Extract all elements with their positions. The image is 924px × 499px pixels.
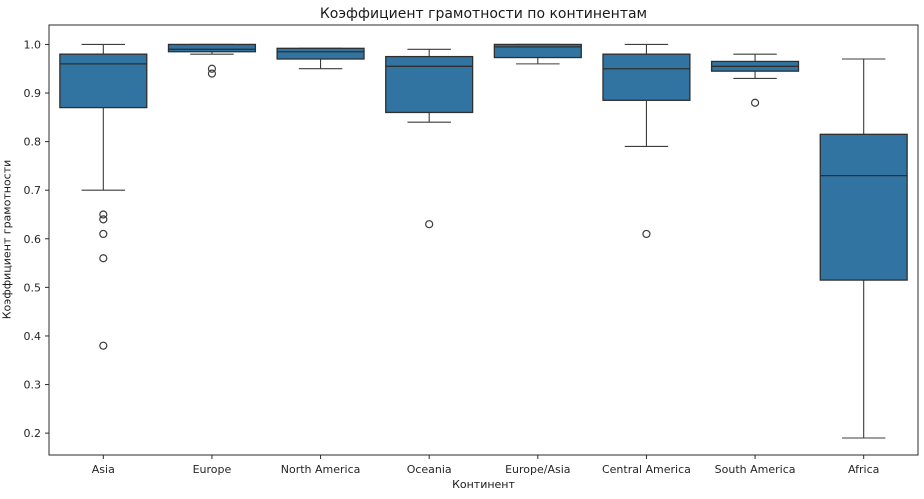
box-group-europe: Europe xyxy=(167,43,257,476)
plot-area xyxy=(48,24,919,456)
outlier-point xyxy=(207,64,217,73)
x-tick-label: Oceania xyxy=(407,463,452,476)
iqr-box xyxy=(602,53,691,101)
x-axis-label: Континент xyxy=(452,478,515,491)
box-group-central-america: Central America xyxy=(602,43,691,476)
y-tick-label: 0.8 xyxy=(24,136,42,149)
box-group-oceania: Oceania xyxy=(385,48,474,476)
outlier-point xyxy=(99,210,108,219)
outlier-point xyxy=(207,69,217,78)
x-tick-label: Europe xyxy=(193,463,232,476)
y-tick-label: 0.7 xyxy=(24,184,42,197)
x-tick-label: Europe/Asia xyxy=(505,463,570,476)
x-tick-label: Asia xyxy=(92,463,115,476)
iqr-box xyxy=(385,55,474,114)
chart-title: Коэффициент грамотности по континентам xyxy=(319,6,648,22)
iqr-box xyxy=(276,47,365,60)
y-tick-label: 0.4 xyxy=(24,330,42,343)
outlier-point xyxy=(99,341,108,350)
iqr-box xyxy=(493,43,582,59)
y-tick-label: 0.5 xyxy=(24,281,42,294)
outlier-point xyxy=(425,220,434,229)
iqr-box xyxy=(819,133,908,281)
x-tick-label: South America xyxy=(715,463,796,476)
outlier-point xyxy=(99,254,108,263)
y-tick-label: 0.9 xyxy=(24,87,42,100)
y-tick-label: 1.0 xyxy=(24,38,42,51)
iqr-box xyxy=(59,53,148,109)
y-tick-label: 0.6 xyxy=(24,233,42,246)
x-tick-label: North America xyxy=(281,463,361,476)
iqr-box xyxy=(167,43,257,53)
box-group-south-america: South America xyxy=(710,53,800,476)
box-group-europe-asia: Europe/Asia xyxy=(493,43,582,476)
x-tick-label: Africa xyxy=(848,463,879,476)
y-tick-label: 0.3 xyxy=(24,379,42,392)
outlier-point xyxy=(99,229,108,239)
x-tick-label: Central America xyxy=(602,463,691,476)
outlier-point xyxy=(750,98,760,107)
outlier-point xyxy=(99,215,108,224)
y-tick-label: 0.2 xyxy=(24,427,42,440)
box-group-asia: Asia xyxy=(59,43,148,476)
box-group-north-america: North America xyxy=(276,47,365,476)
box-group-africa: Africa xyxy=(819,58,908,476)
y-axis-label: Коэффициент грамотности xyxy=(0,159,14,320)
outlier-point xyxy=(642,229,651,239)
